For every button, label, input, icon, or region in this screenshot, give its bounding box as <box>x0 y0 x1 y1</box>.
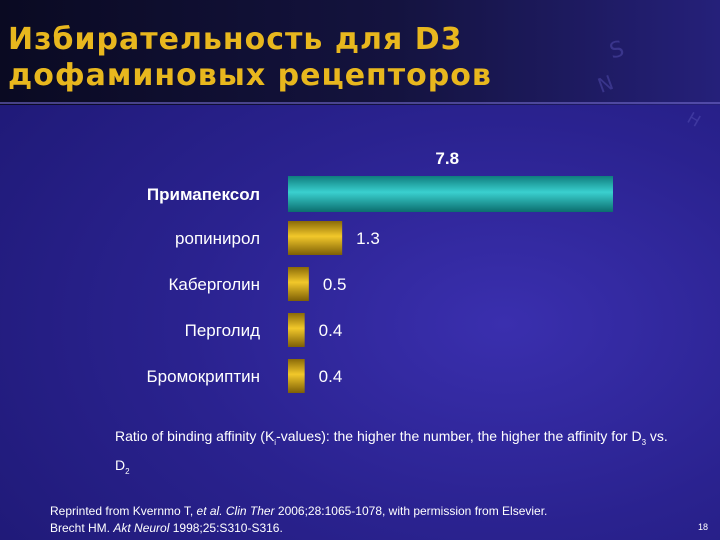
category-label-1: Примапексол <box>147 185 260 204</box>
category-label-2: ропинирол <box>175 229 260 248</box>
bar-4 <box>288 313 305 347</box>
value-label-5: 0.4 <box>319 367 343 386</box>
category-label-5: Бромокриптин <box>147 367 260 386</box>
bar-chart: Примапексол 7.8 ропинирол 1.3 Каберголин 0.5 П… <box>147 149 613 393</box>
bar-3 <box>288 267 309 301</box>
bar-5 <box>288 359 305 393</box>
value-label-1: 7.8 <box>435 149 459 168</box>
value-label-4: 0.4 <box>319 321 343 340</box>
bar-2 <box>288 221 343 255</box>
value-label-3: 0.5 <box>323 275 347 294</box>
slide-title-line-1: Избирательность для D3 <box>8 22 463 57</box>
value-label-2: 1.3 <box>356 229 380 248</box>
category-label-4: Перголид <box>185 321 260 340</box>
reference-line-1: Reprinted from Kvernmo T, et al. Clin Th… <box>50 504 548 518</box>
bar-1 <box>288 176 613 212</box>
title-bar <box>0 0 720 105</box>
reference-line-2: Brecht HM. Akt Neurol 1998;25:S310-S316. <box>50 521 283 535</box>
title-divider <box>0 102 720 104</box>
category-label-3: Каберголин <box>168 275 260 294</box>
page-number: 18 <box>697 522 708 532</box>
slide-title-line-2: дофаминовых рецепторов <box>8 58 492 93</box>
reference-citation: Reprinted from Kvernmo T, et al. Clin Th… <box>50 503 547 537</box>
affinity-note: Ratio of binding affinity (Ki-values): t… <box>115 428 668 476</box>
